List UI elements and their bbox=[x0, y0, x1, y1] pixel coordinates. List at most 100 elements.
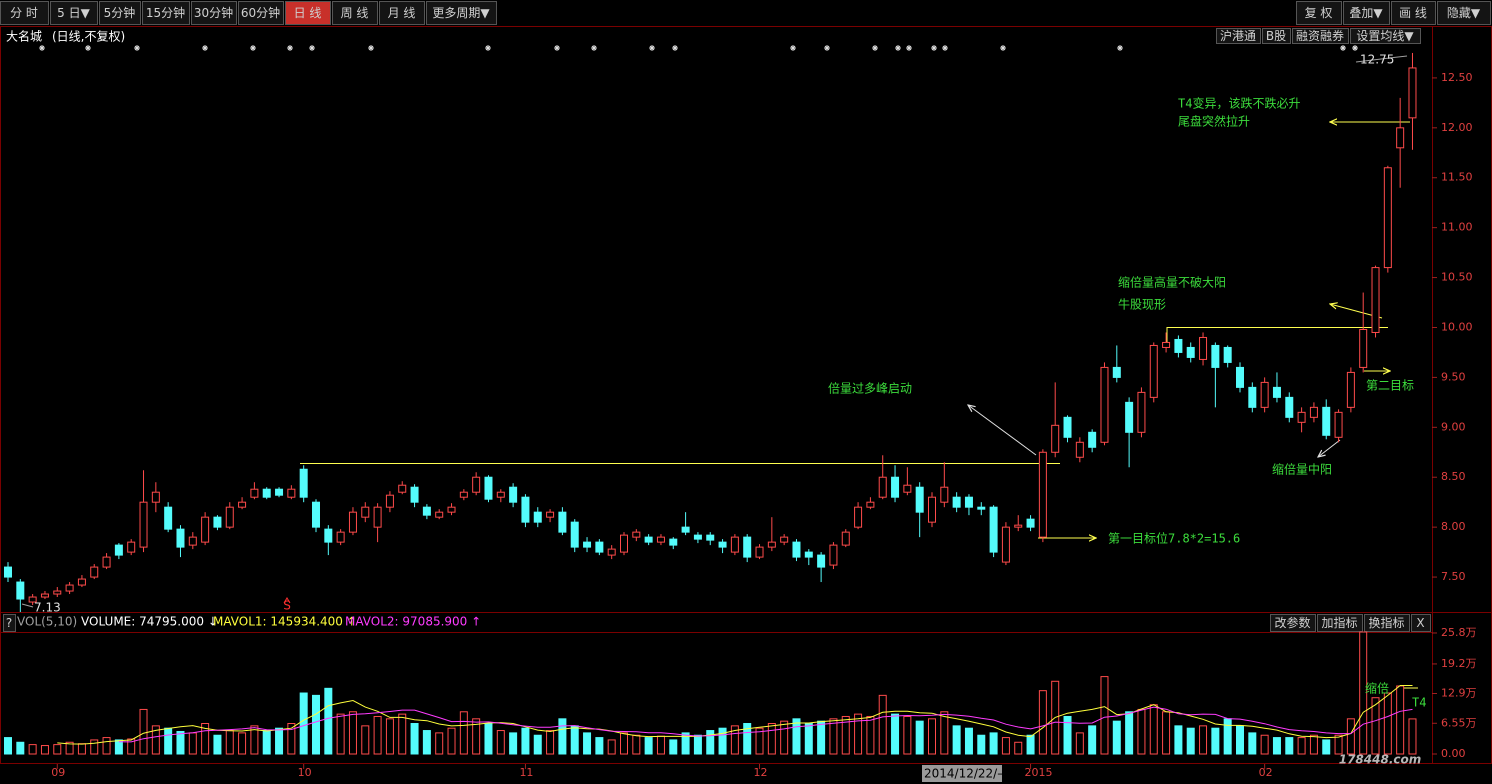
volume-bar bbox=[780, 720, 789, 755]
button-label[interactable]: 15分钟 bbox=[146, 5, 185, 20]
button-label[interactable]: B股 bbox=[1266, 29, 1286, 43]
volume-bar bbox=[558, 718, 567, 755]
volume-bar bbox=[1063, 715, 1072, 755]
candle-body bbox=[718, 541, 727, 548]
button[interactable] bbox=[99, 1, 141, 25]
candle-body bbox=[644, 536, 653, 543]
button[interactable] bbox=[0, 1, 49, 25]
button-label[interactable]: 5 日▼ bbox=[57, 6, 90, 20]
button[interactable] bbox=[426, 1, 497, 25]
button[interactable] bbox=[1343, 1, 1390, 25]
button-label[interactable]: 融资融券 bbox=[1296, 28, 1344, 43]
candle-body bbox=[533, 511, 542, 523]
volume-bar bbox=[496, 730, 505, 755]
candle-body bbox=[891, 476, 900, 498]
button-label[interactable]: 60分钟 bbox=[241, 5, 280, 20]
volume-bar bbox=[829, 718, 838, 755]
y-tick-label: 9.50 bbox=[1441, 370, 1466, 383]
button[interactable] bbox=[1296, 1, 1342, 25]
volume-bar bbox=[287, 723, 296, 755]
volume-bar bbox=[164, 727, 173, 755]
volume-bar bbox=[915, 720, 924, 755]
button-label[interactable]: 隐藏▼ bbox=[1447, 6, 1481, 20]
button-label[interactable]: 日 线 bbox=[294, 6, 322, 20]
button-label[interactable]: 改参数 bbox=[1274, 615, 1310, 630]
button-label[interactable]: 换指标 bbox=[1368, 615, 1404, 630]
button[interactable] bbox=[285, 1, 331, 25]
candle-body bbox=[940, 486, 949, 503]
volume-bar bbox=[139, 708, 148, 755]
cursor-label: 2014/12/22/— bbox=[924, 767, 1009, 781]
button-label[interactable]: 复 权 bbox=[1305, 6, 1333, 20]
volume-bar bbox=[755, 727, 764, 755]
volume-bar bbox=[176, 730, 185, 755]
candle-body bbox=[989, 506, 998, 553]
candle-body bbox=[127, 541, 136, 553]
button[interactable] bbox=[379, 1, 425, 25]
candle-body bbox=[1248, 386, 1257, 408]
button[interactable] bbox=[1317, 614, 1363, 632]
info-marker bbox=[672, 45, 678, 51]
button-label[interactable]: 叠加▼ bbox=[1349, 6, 1383, 20]
candle-body bbox=[546, 511, 555, 518]
volume-bar bbox=[583, 732, 592, 755]
button[interactable] bbox=[50, 1, 98, 25]
button-label[interactable]: 更多周期▼ bbox=[432, 6, 490, 20]
candle-body bbox=[1125, 401, 1134, 433]
button[interactable] bbox=[1262, 28, 1291, 44]
volume-bar bbox=[348, 711, 357, 755]
button[interactable] bbox=[1364, 614, 1410, 632]
button[interactable] bbox=[1350, 28, 1421, 44]
candle-body bbox=[928, 496, 936, 523]
candle-body bbox=[964, 496, 973, 508]
volume-bar bbox=[1322, 739, 1331, 755]
volume-bar bbox=[127, 738, 136, 755]
button-label[interactable]: 分 时 bbox=[10, 6, 38, 20]
button-label[interactable]: 设置均线▼ bbox=[1356, 29, 1414, 43]
button-label[interactable]: 画 线 bbox=[1399, 6, 1427, 20]
button[interactable] bbox=[191, 1, 237, 25]
button[interactable] bbox=[1270, 614, 1316, 632]
info-marker bbox=[1000, 45, 1006, 51]
button[interactable] bbox=[1216, 28, 1261, 44]
candle-body bbox=[1038, 451, 1047, 538]
button-label[interactable]: X bbox=[1416, 616, 1424, 630]
volume-bar bbox=[447, 727, 456, 755]
annotation: 牛股现形 bbox=[1118, 297, 1166, 312]
button[interactable] bbox=[1411, 614, 1431, 632]
button[interactable] bbox=[3, 614, 16, 632]
button[interactable] bbox=[1391, 1, 1436, 25]
button-label[interactable]: 30分钟 bbox=[194, 5, 233, 20]
volume-bar bbox=[151, 725, 160, 755]
candle-body bbox=[1297, 411, 1306, 423]
info-marker bbox=[906, 45, 912, 51]
button[interactable] bbox=[332, 1, 378, 25]
volume-bar bbox=[1038, 690, 1047, 755]
button-label[interactable]: 5分钟 bbox=[104, 5, 136, 20]
info-marker bbox=[309, 45, 315, 51]
candle-body bbox=[77, 578, 86, 586]
volume-bar bbox=[903, 715, 912, 755]
volume-bar bbox=[1272, 737, 1281, 755]
button[interactable] bbox=[238, 1, 284, 25]
button[interactable] bbox=[142, 1, 190, 25]
annotation: 缩倍量高量不破大阳 bbox=[1118, 275, 1226, 290]
button-label[interactable]: 周 线 bbox=[341, 6, 369, 20]
volume-bar bbox=[743, 723, 752, 755]
info-marker bbox=[824, 45, 830, 51]
button[interactable] bbox=[1437, 1, 1491, 25]
info-marker bbox=[368, 45, 374, 51]
button-label[interactable]: 沪港通 bbox=[1220, 29, 1256, 43]
info-marker bbox=[790, 45, 796, 51]
annotation-lines bbox=[300, 55, 1410, 538]
button-label[interactable]: 月 线 bbox=[388, 6, 416, 20]
button[interactable] bbox=[1292, 28, 1349, 44]
volume-bar bbox=[16, 741, 25, 755]
cursor-box bbox=[922, 765, 1002, 782]
candle-body bbox=[829, 544, 838, 566]
arrow bbox=[1318, 439, 1341, 457]
volume-bar bbox=[250, 725, 259, 755]
button-label[interactable]: ? bbox=[6, 616, 12, 630]
candle-body bbox=[915, 486, 924, 513]
button-label[interactable]: 加指标 bbox=[1321, 615, 1357, 630]
